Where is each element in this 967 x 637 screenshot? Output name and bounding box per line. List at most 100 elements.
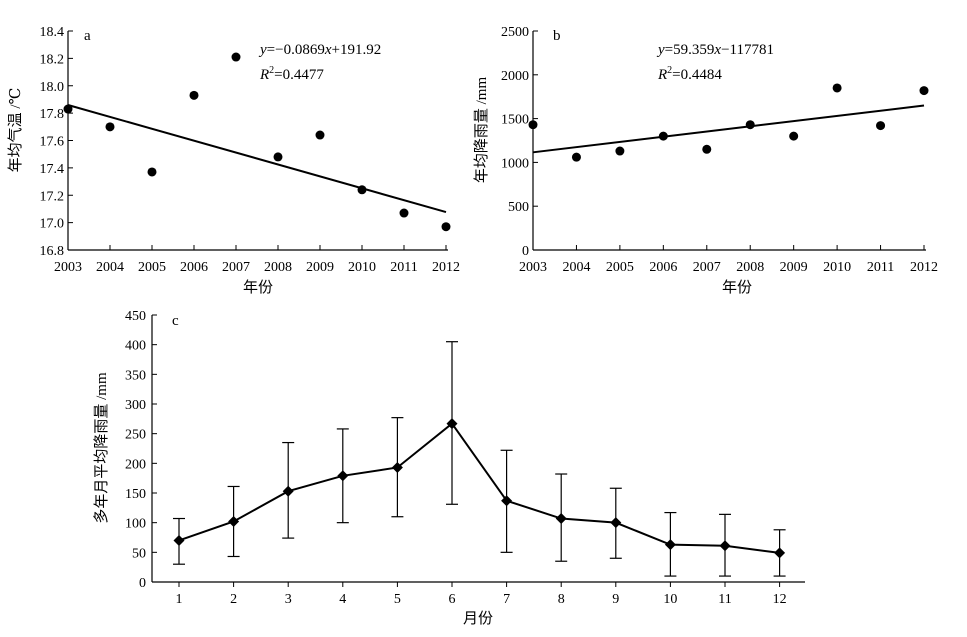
panel-b-x-tick-label: 2004 xyxy=(562,260,590,275)
panel-b-data-point xyxy=(702,144,712,154)
panel-b-data-point xyxy=(615,146,625,156)
panel-a-x-tick-label: 2004 xyxy=(96,260,124,275)
panel-c-x-tick-label: 5 xyxy=(394,592,401,607)
panel-a-x-tick-label: 2007 xyxy=(222,260,250,275)
panel-a-data-point xyxy=(105,122,115,132)
panel-c-x-tick-label: 7 xyxy=(503,592,510,607)
panel-b-y-label: 年均降雨量 /mm xyxy=(473,77,490,184)
panel-a-letter: a xyxy=(84,28,91,44)
panel-a-data-point xyxy=(273,152,283,162)
panel-a-x-tick-label: 2010 xyxy=(348,260,376,275)
panel-b-y-tick-label: 1000 xyxy=(501,156,529,171)
panel-a-x-tick-label: 2006 xyxy=(180,260,208,275)
panel-a-x-tick-label: 2012 xyxy=(432,260,460,275)
panel-c-y-tick-label: 450 xyxy=(125,309,146,324)
panel-a-equation-intercept: +191.92 xyxy=(332,42,382,58)
panel-a-x-label: 年份 xyxy=(243,279,273,296)
panel-c-y-tick-label: 0 xyxy=(139,576,146,591)
panel-a-y-label: 年均气温 /℃ xyxy=(7,88,24,173)
panel-b-y-tick-label: 0 xyxy=(522,244,529,259)
panel-b-data-point xyxy=(571,152,581,162)
panel-a-y-tick-label: 17.8 xyxy=(40,107,65,122)
panel-c-data-marker xyxy=(774,547,786,559)
panel-c-data-marker xyxy=(501,495,513,507)
panel-b-x-tick-label: 2005 xyxy=(606,260,634,275)
panel-a-y-tick-label: 18.0 xyxy=(40,80,65,95)
panel-b-trend-line xyxy=(532,104,925,154)
panel-a-data-point xyxy=(357,185,367,195)
panel-a-equation: y=−0.0869x+191.92 xyxy=(258,42,381,58)
panel-c-x-tick-label: 2 xyxy=(230,592,237,607)
panel-a-r2-sup: 2 xyxy=(269,65,274,76)
panel-a-data-point xyxy=(441,222,451,232)
panel-a-r2-value: =0.4477 xyxy=(274,67,324,83)
panel-c-x-tick-label: 11 xyxy=(718,592,731,607)
panel-a-y-tick-label: 16.8 xyxy=(40,244,65,259)
panel-c-data-marker xyxy=(337,470,349,482)
panel-c-y-tick-label: 200 xyxy=(125,457,146,472)
panel-c-data-marker xyxy=(282,485,294,497)
panel-b-x-tick-label: 2011 xyxy=(867,260,894,275)
panel-b-y-tick-label: 500 xyxy=(508,200,529,215)
panel-b-data-point xyxy=(876,121,886,131)
panel-c-data-marker xyxy=(719,540,731,552)
panel-a-x-tick-label: 2011 xyxy=(390,260,417,275)
panel-a-data-point xyxy=(231,52,241,62)
panel-b-equation-intercept: −117781 xyxy=(721,42,774,58)
panel-c-x-tick-label: 9 xyxy=(612,592,619,607)
panel-a-data-point xyxy=(315,130,325,140)
panel-a-y-tick-label: 18.2 xyxy=(40,52,65,67)
panel-c-x-tick-label: 6 xyxy=(449,592,456,607)
panel-c-data-marker xyxy=(391,461,403,473)
panel-b-r2-value: =0.4484 xyxy=(672,67,722,83)
panel-c-x-tick-label: 10 xyxy=(663,592,677,607)
panel-b-y-tick-label: 2000 xyxy=(501,69,529,84)
panel-b-letter: b xyxy=(553,28,561,44)
panel-c-x-tick-label: 3 xyxy=(285,592,292,607)
panel-b-x-tick-label: 2007 xyxy=(693,260,721,275)
panel-c-series-line xyxy=(178,422,780,554)
panel-a-temperature-chart: a 16.8 17.0 17.2 17.4 17.6 17.8 18.0 18.2 18.4 2… xyxy=(7,25,460,296)
panel-b-r2-label: R xyxy=(657,67,667,83)
panel-c-data-marker xyxy=(555,513,567,525)
panel-a-y-tick-label: 17.0 xyxy=(40,217,65,232)
panel-a-r2-label: R xyxy=(259,67,269,83)
panel-c-x-tick-label: 1 xyxy=(176,592,183,607)
panel-b-equation-y: y xyxy=(656,42,665,58)
panel-a-x-tick-label: 2009 xyxy=(306,260,334,275)
panel-c-data-marker xyxy=(610,517,622,529)
panel-c-y-label: 多年月平均降雨量 /mm xyxy=(93,372,110,524)
panel-a-x-tick-label: 2003 xyxy=(54,260,82,275)
panel-a-data-point xyxy=(189,90,199,100)
panel-c-y-tick-label: 50 xyxy=(132,546,146,561)
panel-a-y-tick-label: 18.4 xyxy=(40,25,65,40)
panel-b-data-point xyxy=(658,131,668,141)
panel-a-x-tick-label: 2008 xyxy=(264,260,292,275)
panel-b-x-label: 年份 xyxy=(722,279,752,296)
panel-a-trend-line xyxy=(67,104,447,214)
panel-a-y-tick-label: 17.4 xyxy=(40,162,65,177)
panel-b-x-tick-label: 2012 xyxy=(910,260,938,275)
panel-b-x-tick-label: 2009 xyxy=(780,260,808,275)
panel-b-r2-sup: 2 xyxy=(667,65,672,76)
panel-c-y-tick-label: 400 xyxy=(125,339,146,354)
panel-a-equation-y: y xyxy=(258,42,267,58)
panel-b-rainfall-chart: b 0 500 1000 1500 2000 2500 2003 2004 2005 2006 2… xyxy=(473,25,938,296)
panel-b-data-point xyxy=(528,120,538,130)
panel-c-y-tick-label: 250 xyxy=(125,428,146,443)
panel-b-r2: R2=0.4484 xyxy=(657,65,722,83)
panel-a-data-point xyxy=(147,167,157,177)
panel-b-y-tick-label: 2500 xyxy=(501,25,529,40)
panel-c-x-tick-label: 8 xyxy=(558,592,565,607)
panel-b-x-tick-label: 2010 xyxy=(823,260,851,275)
panel-c-data-marker xyxy=(446,418,458,430)
panel-b-equation-x: x xyxy=(713,42,721,58)
panel-c-y-tick-label: 350 xyxy=(125,368,146,383)
panel-c-x-label: 月份 xyxy=(463,610,493,627)
panel-c-x-tick-label: 4 xyxy=(339,592,346,607)
panel-a-equation-coef: =−0.0869 xyxy=(267,42,325,58)
panel-a-data-point xyxy=(399,208,409,218)
panel-a-data-point xyxy=(63,104,73,114)
